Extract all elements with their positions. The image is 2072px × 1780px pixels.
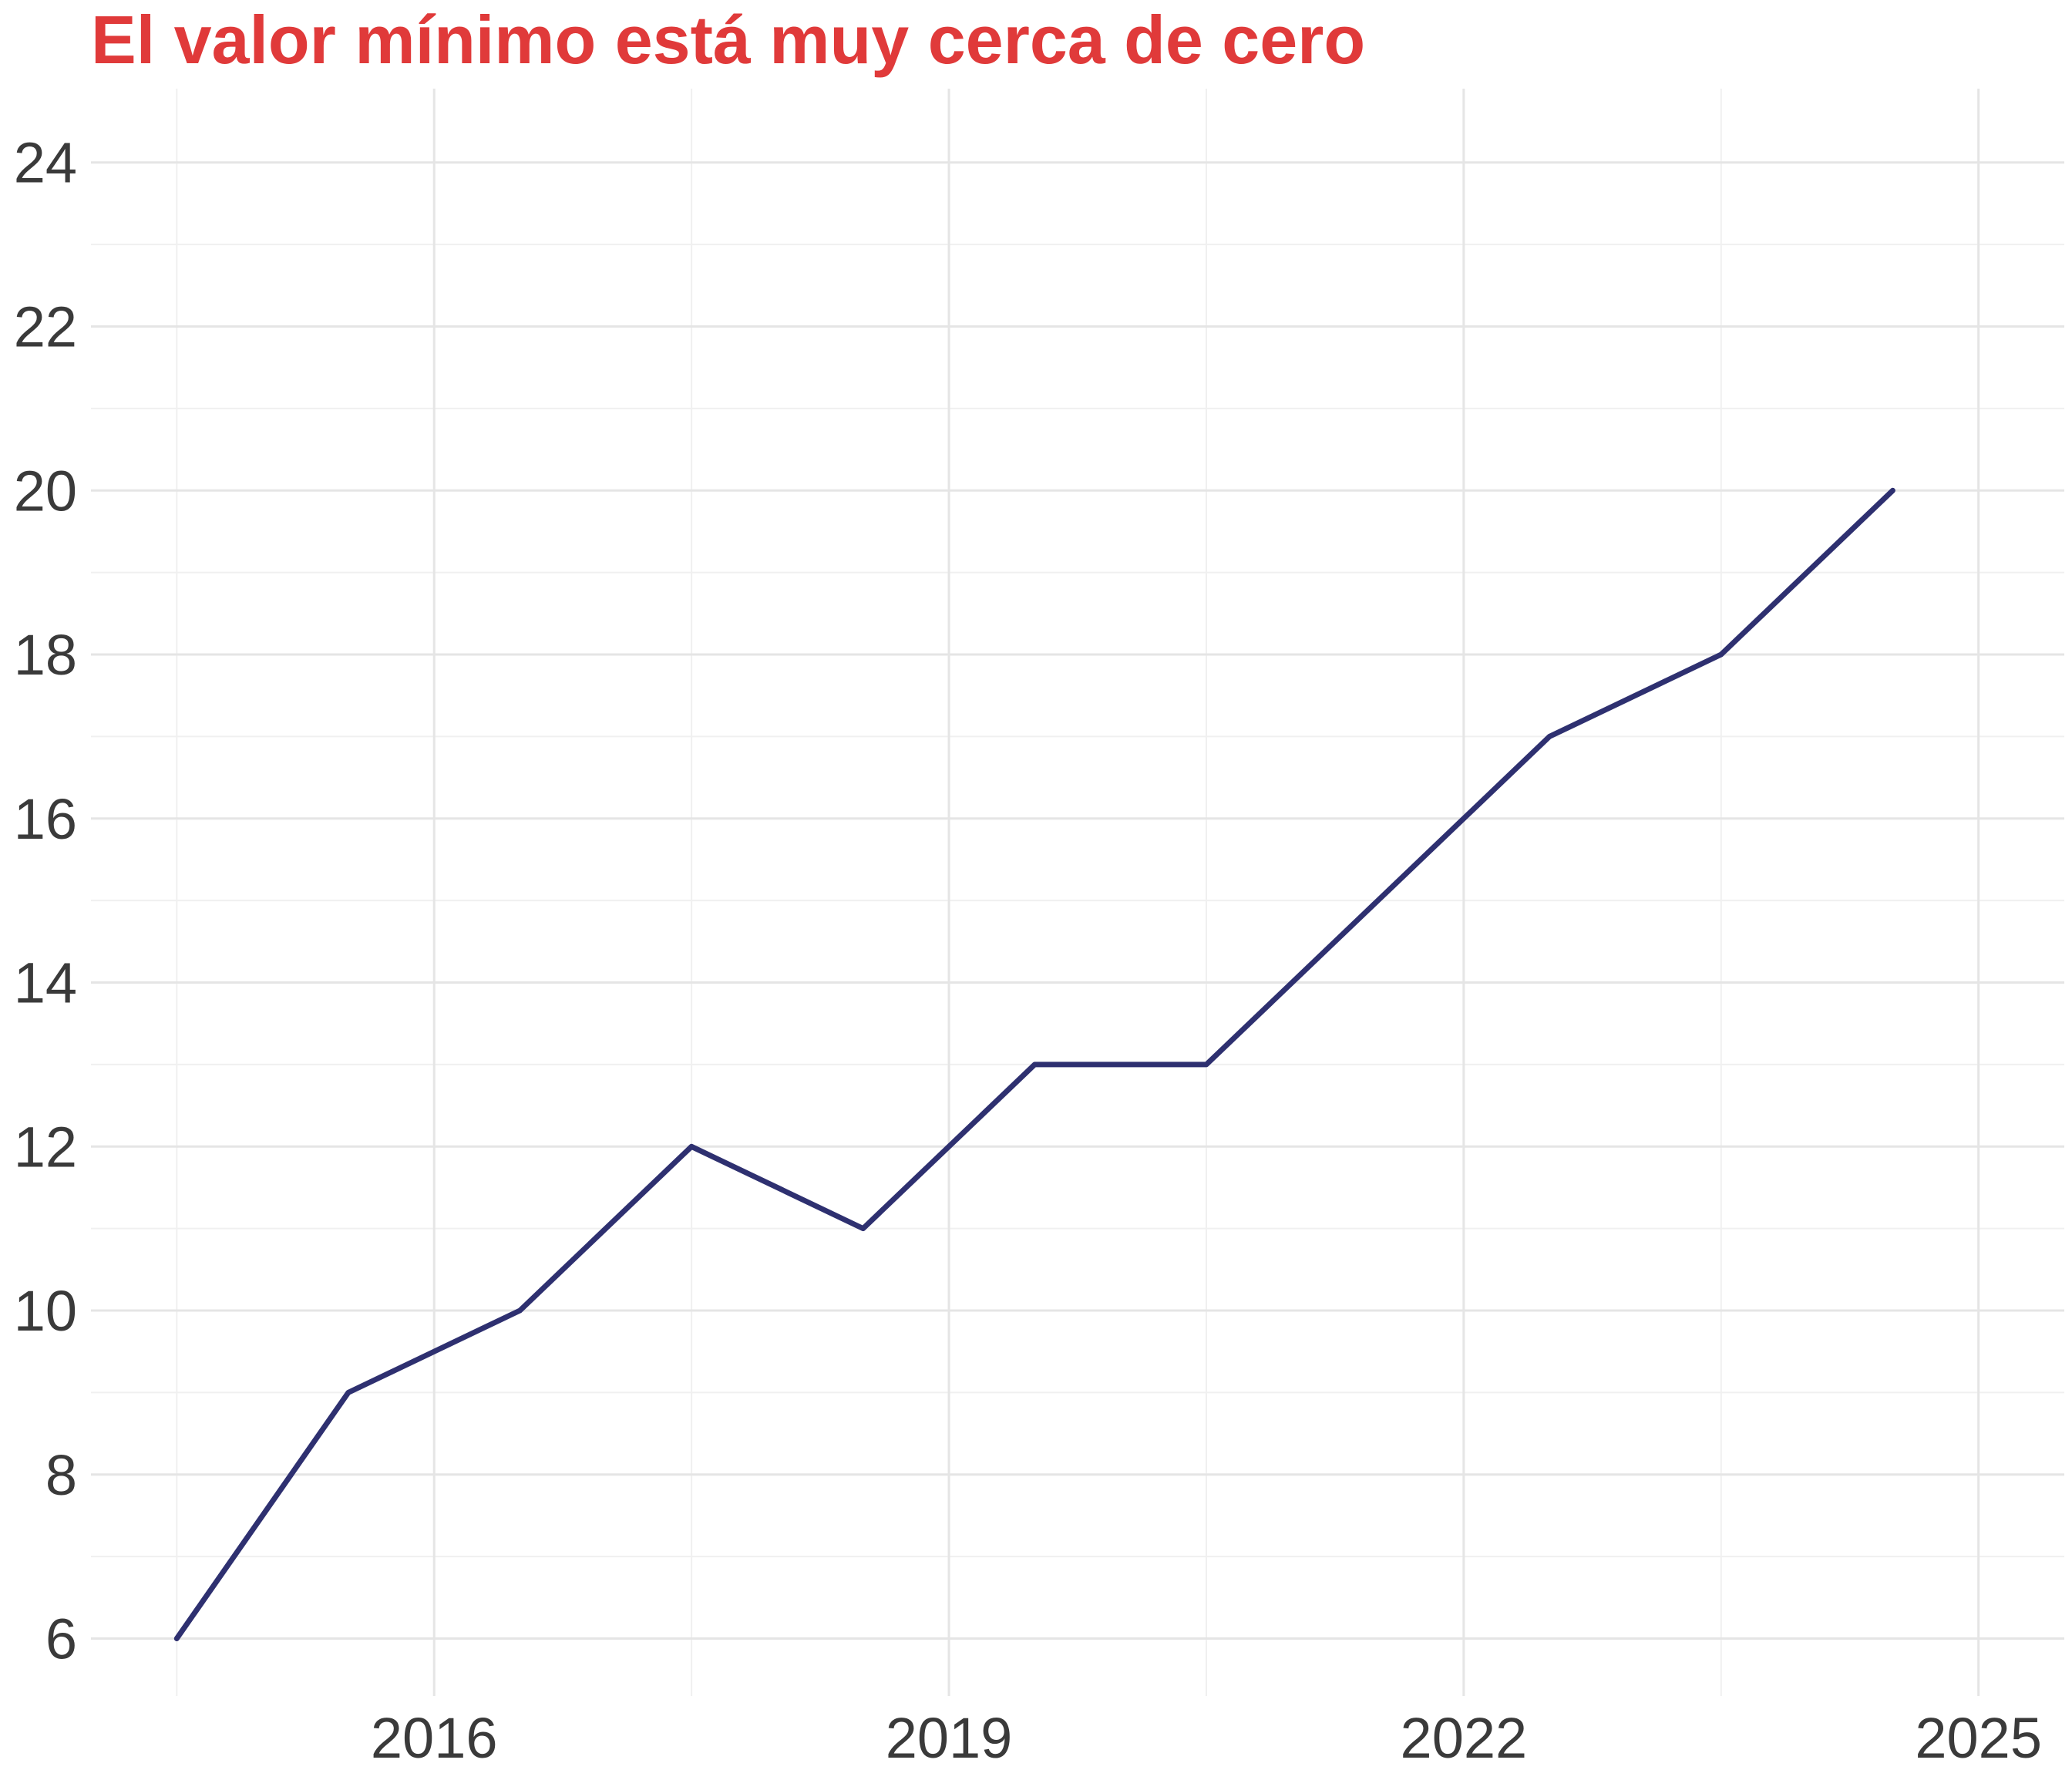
y-tick-label: 6 (45, 1607, 77, 1671)
y-axis-tick-labels: 6 8 10 12 14 16 18 20 22 24 (14, 131, 77, 1671)
y-tick-label: 8 (45, 1443, 77, 1507)
y-tick-label: 18 (14, 623, 77, 687)
y-tick-label: 22 (14, 294, 77, 358)
x-tick-label: 2025 (1915, 1706, 2042, 1770)
y-tick-label: 16 (14, 787, 77, 851)
y-tick-label: 12 (14, 1115, 77, 1179)
y-tick-label: 14 (14, 951, 77, 1015)
x-tick-label: 2016 (371, 1706, 498, 1770)
x-axis-tick-labels: 2016 2019 2022 2025 (371, 1706, 2042, 1770)
series-line-1 (173, 487, 1895, 1641)
chart-title: El valor mínimo está muy cerca de cero (91, 2, 1365, 78)
x-tick-label: 2019 (886, 1706, 1013, 1770)
y-tick-label: 20 (14, 459, 77, 523)
y-tick-label: 24 (14, 131, 77, 195)
y-tick-label: 10 (14, 1279, 77, 1343)
x-tick-label: 2022 (1401, 1706, 1528, 1770)
major-gridlines (91, 89, 2064, 1696)
minor-gridlines (91, 89, 2064, 1696)
series-layer (173, 487, 1895, 1641)
